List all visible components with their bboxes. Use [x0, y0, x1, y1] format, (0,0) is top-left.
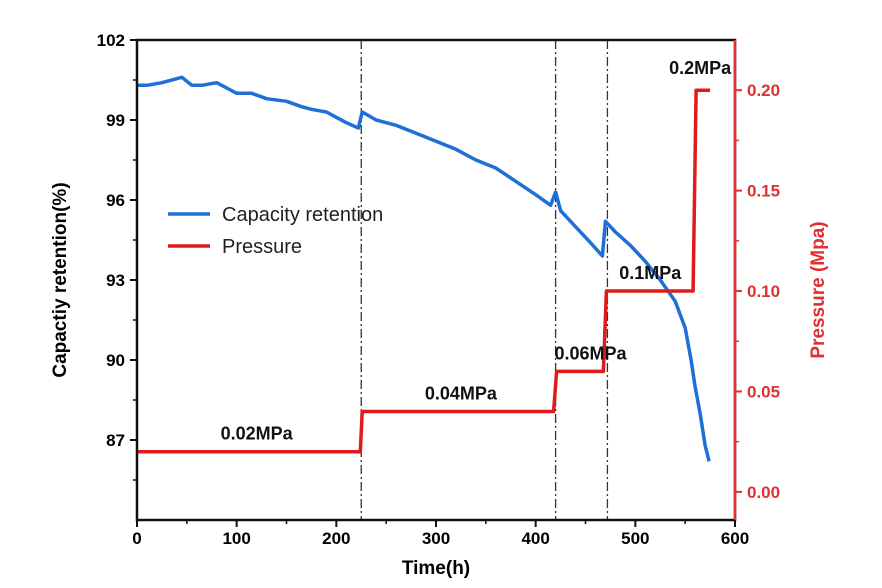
y-tick-label: 93: [106, 271, 125, 290]
x-axis-label: Time(h): [402, 558, 470, 579]
x-tick-label: 0: [132, 529, 141, 548]
y-tick-label: 102: [97, 31, 125, 50]
legend-label-capacity: Capacity retention: [222, 204, 383, 226]
pressure-annotation: 0.04MPa: [425, 384, 498, 404]
y2-tick-label: 0.20: [747, 81, 780, 100]
pressure-annotation: 0.2MPa: [669, 58, 732, 78]
pressure-annotation: 0.1MPa: [619, 263, 682, 283]
y2-tick-label: 0.10: [747, 282, 780, 301]
y-tick-label: 96: [106, 191, 125, 210]
x-tick-label: 400: [521, 529, 549, 548]
y-tick-label: 99: [106, 111, 125, 130]
y2-tick-label: 0.00: [747, 483, 780, 502]
y2-tick-label: 0.05: [747, 382, 780, 401]
y-tick-label: 90: [106, 351, 125, 370]
x-tick-label: 600: [721, 529, 749, 548]
x-tick-label: 500: [621, 529, 649, 548]
y-tick-label: 87: [106, 431, 125, 450]
legend-label-pressure: Pressure: [222, 236, 302, 258]
capacity-retention-line: [137, 75, 711, 462]
x-tick-label: 200: [322, 529, 350, 548]
legend: Capacity retention Pressure: [168, 204, 383, 258]
pressure-annotation: 0.06MPa: [554, 343, 627, 363]
pressure-line: [137, 88, 711, 454]
pressure-annotation: 0.02MPa: [221, 424, 294, 444]
x-tick-label: 100: [222, 529, 250, 548]
y2-tick-label: 0.15: [747, 182, 780, 201]
y-axis-label: Capactiy retention(%): [50, 182, 71, 377]
y2-axis-label: Pressure (Mpa): [808, 221, 829, 358]
x-tick-label: 300: [422, 529, 450, 548]
